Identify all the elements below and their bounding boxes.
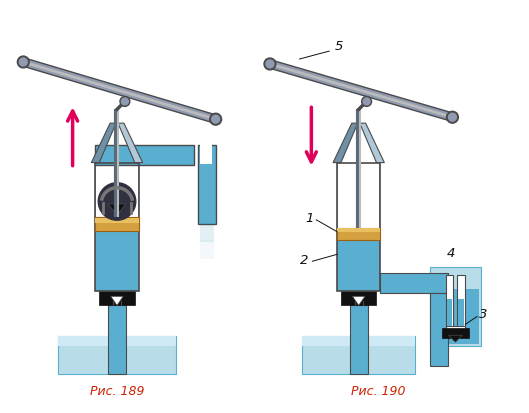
Bar bbox=[95, 145, 194, 164]
Bar bbox=[350, 305, 368, 374]
Polygon shape bbox=[92, 123, 116, 163]
Bar bbox=[58, 336, 176, 374]
Circle shape bbox=[449, 113, 457, 121]
Bar bbox=[302, 336, 415, 346]
Bar bbox=[337, 228, 380, 233]
Bar bbox=[95, 217, 139, 231]
Bar bbox=[458, 299, 464, 326]
Bar bbox=[200, 204, 214, 224]
Bar bbox=[337, 163, 380, 291]
Bar bbox=[445, 326, 466, 334]
Bar bbox=[99, 291, 135, 305]
Bar bbox=[380, 275, 430, 291]
Bar bbox=[200, 104, 212, 164]
Polygon shape bbox=[118, 123, 143, 163]
Bar bbox=[95, 218, 139, 223]
Circle shape bbox=[209, 113, 222, 125]
Text: 4: 4 bbox=[446, 247, 454, 260]
Text: Рис. 190: Рис. 190 bbox=[351, 385, 406, 399]
Bar bbox=[108, 305, 126, 374]
Bar bbox=[445, 275, 453, 334]
Circle shape bbox=[266, 60, 274, 68]
Circle shape bbox=[98, 183, 136, 220]
Bar bbox=[446, 299, 452, 326]
Bar bbox=[430, 267, 481, 346]
Bar bbox=[337, 163, 380, 291]
Polygon shape bbox=[360, 123, 385, 163]
Text: 1: 1 bbox=[305, 212, 314, 225]
Bar bbox=[198, 145, 216, 224]
Bar bbox=[200, 240, 214, 259]
Bar bbox=[337, 228, 380, 240]
Circle shape bbox=[362, 97, 371, 107]
Bar bbox=[430, 293, 448, 366]
Circle shape bbox=[212, 115, 220, 123]
Bar bbox=[95, 163, 139, 291]
Circle shape bbox=[264, 58, 276, 70]
Bar bbox=[341, 291, 377, 305]
Circle shape bbox=[20, 58, 27, 66]
Polygon shape bbox=[111, 297, 123, 305]
Circle shape bbox=[122, 98, 129, 105]
Circle shape bbox=[17, 56, 29, 68]
Bar bbox=[302, 336, 415, 374]
Bar bbox=[338, 163, 379, 228]
Circle shape bbox=[446, 111, 458, 123]
Bar bbox=[200, 222, 214, 242]
Bar bbox=[58, 336, 176, 346]
Text: Рис. 189: Рис. 189 bbox=[90, 385, 144, 399]
Circle shape bbox=[120, 97, 130, 107]
Polygon shape bbox=[352, 297, 365, 305]
Bar bbox=[458, 275, 466, 334]
Bar bbox=[442, 328, 469, 338]
Text: 5: 5 bbox=[335, 40, 343, 53]
Polygon shape bbox=[108, 204, 126, 215]
Text: 3: 3 bbox=[479, 309, 487, 321]
Polygon shape bbox=[449, 335, 462, 342]
Bar bbox=[95, 163, 139, 291]
Polygon shape bbox=[333, 123, 358, 163]
Bar bbox=[432, 289, 479, 344]
Circle shape bbox=[363, 98, 370, 105]
Bar bbox=[96, 163, 138, 224]
Bar bbox=[380, 273, 448, 293]
Text: 2: 2 bbox=[300, 254, 308, 267]
